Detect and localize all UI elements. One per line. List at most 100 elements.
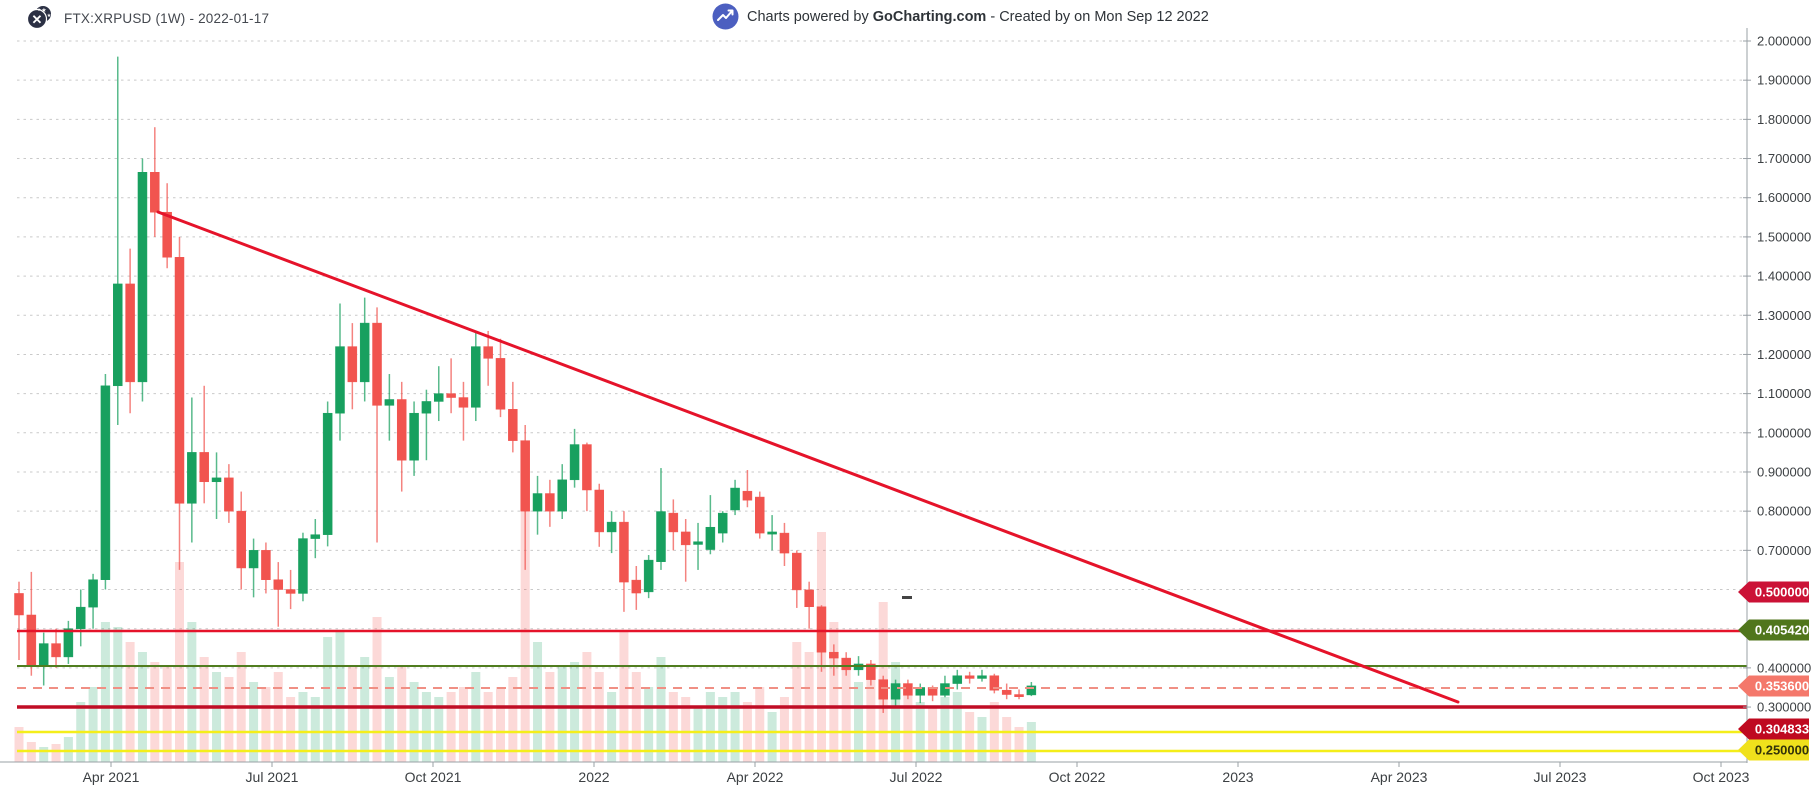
volume-bar	[187, 622, 197, 762]
volume-bar	[508, 677, 518, 762]
candle-body-up	[717, 512, 728, 534]
price-tick-label: 2.000000	[1757, 34, 1811, 49]
volume-bar	[113, 627, 123, 762]
candle	[717, 511, 728, 543]
volume-bar	[249, 682, 259, 762]
candle	[446, 358, 456, 414]
price-badge-0.304833[interactable]: 0.304833	[1738, 718, 1809, 740]
candle-body-up	[322, 412, 333, 535]
candle	[730, 479, 740, 516]
candle	[804, 581, 814, 629]
volume-bar	[557, 667, 567, 762]
volume-bar	[570, 662, 580, 762]
candle-body-down	[224, 477, 234, 512]
price-axis-panel[interactable]	[1748, 0, 1813, 800]
candle	[680, 518, 691, 582]
svg-text:★: ★	[41, 7, 46, 14]
candle	[298, 532, 308, 602]
volume-bar	[261, 687, 271, 762]
horizontal-level-lines[interactable]	[17, 629, 1747, 753]
candle	[569, 428, 580, 488]
candle-body-up	[940, 683, 950, 696]
candle-body-up	[693, 541, 703, 545]
price-badge-0.500000[interactable]: 0.500000	[1738, 581, 1809, 603]
candle	[88, 573, 98, 629]
candle-body-down	[680, 531, 691, 546]
volume-bar	[730, 692, 740, 762]
candle	[631, 566, 642, 610]
candle	[520, 424, 530, 570]
candle-body-up	[137, 172, 148, 383]
price-tick-label: 1.900000	[1757, 73, 1811, 88]
volume-bar	[471, 672, 481, 762]
candle-body-down	[804, 589, 814, 608]
candle-body-down	[631, 579, 642, 594]
candle	[187, 397, 197, 543]
candle-body-up	[310, 534, 321, 539]
volume-bar	[928, 707, 938, 762]
candle-body-up	[38, 643, 49, 667]
volume-bar	[1014, 727, 1024, 762]
candle	[322, 401, 333, 547]
candle	[211, 452, 222, 519]
candle-body-up	[211, 477, 222, 483]
candle	[396, 381, 407, 492]
candle-body-down	[51, 643, 61, 658]
volume-bar	[39, 747, 49, 762]
volume-bar	[841, 667, 851, 762]
candle	[619, 511, 629, 612]
candle	[903, 679, 913, 700]
volume-bar	[224, 677, 234, 762]
candle	[38, 632, 49, 686]
candle-body-up	[977, 675, 987, 679]
candle	[359, 297, 370, 402]
candle-body-up	[643, 559, 654, 593]
descending-trendline[interactable]	[156, 210, 1460, 704]
volume-bar	[483, 692, 493, 762]
candle-body-up	[705, 526, 716, 550]
badge-price-text: 0.250000	[1755, 743, 1809, 758]
time-tick-label: Jul 2022	[890, 769, 943, 785]
candle-body-up	[359, 322, 370, 383]
candle-body-up	[248, 550, 259, 569]
candle	[656, 468, 666, 570]
badge-price-text: 0.304833	[1755, 722, 1809, 737]
volume-bar	[125, 642, 135, 762]
candle	[693, 522, 703, 570]
volume-bar	[212, 672, 222, 762]
time-tick-label: Apr 2023	[1371, 769, 1428, 785]
candle-body-up	[767, 531, 777, 535]
time-tick-label: Jul 2021	[246, 769, 299, 785]
candle	[841, 652, 851, 676]
badge-price-text: 0.500000	[1755, 585, 1809, 600]
volume-bar	[347, 667, 357, 762]
candle	[557, 464, 567, 519]
volume-bar	[360, 657, 370, 762]
volume-bar	[533, 642, 543, 762]
candle-body-down	[841, 657, 851, 671]
volume-bar	[619, 632, 629, 762]
candle	[174, 236, 185, 570]
candle-body-down	[396, 399, 407, 461]
time-tick-label: Oct 2023	[1693, 769, 1750, 785]
candle	[75, 589, 86, 647]
badge-shape	[1738, 739, 1809, 761]
price-badge-0.250000[interactable]: 0.250000	[1738, 739, 1809, 761]
volume-bar	[1026, 722, 1036, 762]
candle	[261, 542, 271, 594]
price-badge-0.405420[interactable]: 0.405420	[1738, 619, 1809, 641]
candle-body-down	[866, 663, 876, 680]
price-badge-0.353600[interactable]: 0.353600	[1738, 675, 1809, 697]
volume-bar	[705, 692, 715, 762]
candle-body-down	[261, 550, 271, 580]
volume-bar	[952, 692, 962, 762]
price-badges[interactable]: 0.500000 0.405420 0.353600 0.304833 0.250000	[1738, 581, 1809, 761]
candle	[495, 338, 506, 418]
badge-shape	[1738, 581, 1809, 603]
candle	[458, 381, 469, 441]
volume-bar	[545, 672, 555, 762]
volume-bar	[434, 697, 444, 762]
candle-body-down	[372, 322, 382, 406]
candle	[335, 303, 345, 441]
